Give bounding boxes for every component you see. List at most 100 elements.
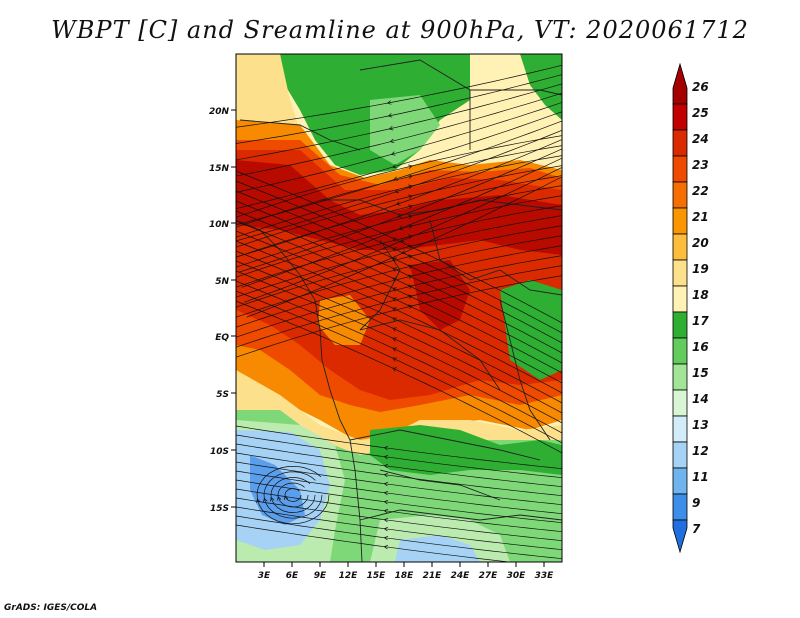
border-line [379,469,501,501]
map-panel [236,54,562,562]
lat-label: 15S [210,504,229,514]
streamline-arrow [383,481,389,487]
lon-label: 6E [286,571,299,581]
streamline-arrow [263,497,268,503]
colorbar-swatch [672,259,688,287]
colorbar-swatch [672,441,688,469]
lon-label: 33E [535,571,555,581]
streamline [236,434,562,479]
streamline [284,488,302,502]
colorbar-cap-top [672,62,688,105]
streamline [241,157,562,288]
streamline-arrow [383,535,389,541]
colorbar-label: 11 [692,470,709,484]
lon-label: 3E [258,571,271,581]
streamline-arrow [256,498,261,504]
streamline [236,470,562,515]
colorbar-label: 7 [692,522,701,536]
colorbar-swatch [672,415,688,443]
streamline [236,120,562,226]
colorbar-label: 15 [692,366,709,380]
wbpt-field [236,54,562,562]
colorbar-label: 20 [692,236,709,250]
colorbar-label: 9 [692,496,700,510]
streamline [236,452,562,497]
colorbar-label: 26 [692,80,709,94]
streamline-arrow [408,204,413,209]
streamline [236,190,562,344]
streamline-arrow [383,454,389,460]
streamline-arrow [392,163,397,169]
streamline [236,280,562,434]
streamline [236,83,562,161]
colorbar-label: 19 [692,262,709,276]
streamline-arrow [408,284,413,289]
colorbar-label: 14 [692,392,709,406]
streamline [236,210,562,364]
colorbar-swatch [672,103,688,131]
streamline-arrow [383,472,389,478]
streamline [236,170,562,324]
colorbar-label: 16 [692,340,709,354]
streamline [270,477,316,513]
lat-label: 10N [209,220,230,230]
streamline-arrow [383,445,389,451]
map-frame [235,53,563,563]
streamline [236,425,562,470]
streamline-arrow [408,294,413,299]
border-line [320,199,562,216]
wbpt-shading [370,425,562,475]
streamline [236,220,562,374]
streamline [236,290,562,444]
streamline [246,176,562,318]
streamline-arrow [392,327,397,332]
streamline-arrow [392,237,397,242]
colorbar-swatch [672,467,688,495]
colorbar-swatch [672,155,688,183]
streamline-arrow [388,125,394,131]
colorbar-swatch [672,207,688,235]
streamline [236,260,562,414]
lon-label: 12E [339,571,359,581]
lon-label: 27E [479,571,499,581]
streamline-arrow [270,496,275,502]
streamline [263,471,323,519]
colorbar-swatch [672,181,688,209]
colorbar-label: 24 [692,132,709,146]
wbpt-shading [236,54,300,130]
streamline [236,250,562,404]
lon-label: 9E [314,571,327,581]
streamline-arrow [383,526,389,532]
streamline-arrow [383,544,389,550]
latitude-labels: 20N 15N 10N 5N EQ 5S 10S 15S [209,107,230,514]
lat-label: 5N [215,277,229,287]
streamline-arrow [408,194,413,199]
streamline [236,64,562,128]
colorbar-label: 18 [692,288,709,302]
streamline [277,482,309,508]
streamline [236,443,562,488]
streamline-arrow [387,113,393,118]
streamline [236,139,562,258]
streamline-arrow [392,277,397,282]
streamline [236,129,562,242]
streamline-arrow [383,508,389,514]
streamline [236,180,562,334]
streamline-arrow [408,234,413,239]
streamline-arrow [392,317,397,322]
streamline-arrow [392,307,397,312]
streamline-arrow [392,287,397,292]
colorbar-swatch [672,493,688,521]
border-line [429,219,562,296]
streamline [236,270,562,424]
colorbar-label: 25 [692,106,709,120]
colorbar-label: 13 [692,418,709,432]
lon-label: 15E [367,571,387,581]
streamline-arrow [394,188,400,194]
streamline-arrow [408,214,413,219]
streamline-arrow [390,151,396,156]
streamline-arrow [408,304,413,309]
colorbar-label: 22 [692,184,709,198]
streamline [236,230,562,384]
border-line [349,429,541,461]
